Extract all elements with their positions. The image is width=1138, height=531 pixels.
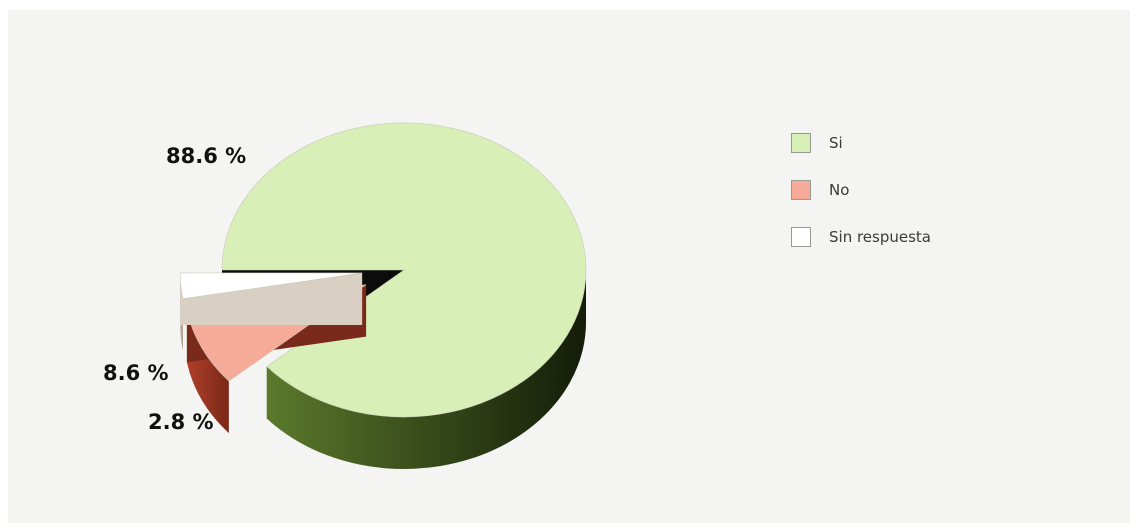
legend-label-si: Si [829, 134, 843, 152]
legend-label-no: No [829, 181, 850, 199]
legend-item-si: Si [791, 131, 931, 155]
legend-swatch-no [791, 180, 811, 200]
legend-label-sin-respuesta: Sin respuesta [829, 228, 931, 246]
data-label-no: 8.6 % [103, 361, 169, 385]
data-label-si: 88.6 % [166, 144, 247, 168]
legend-swatch-sin-respuesta [791, 227, 811, 247]
slice-sin-respuesta [179, 272, 363, 300]
legend: Si No Sin respuesta [791, 131, 931, 272]
legend-item-sin-respuesta: Sin respuesta [791, 225, 931, 249]
slices-layer [179, 122, 587, 469]
slice-side-0 [266, 270, 586, 469]
slice-si [221, 122, 587, 418]
legend-swatch-si [791, 133, 811, 153]
data-label-sin-respuesta: 2.8 % [148, 410, 214, 434]
legend-item-no: No [791, 178, 931, 202]
